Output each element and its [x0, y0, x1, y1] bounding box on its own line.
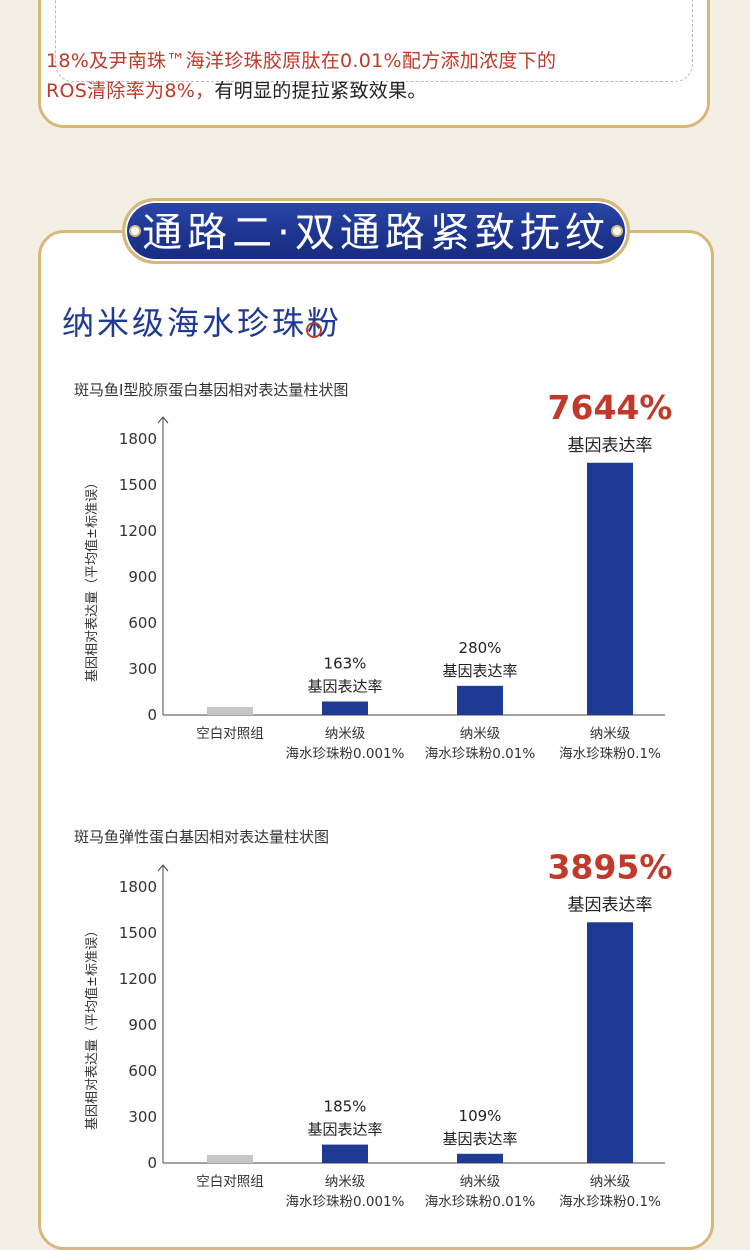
intro-card-dashed-border [55, 0, 693, 82]
chart-1-xtick-3-1: 海水珍珠粉0.1% [559, 746, 661, 762]
chart-2-xtick-3-0: 纳米级 [590, 1174, 631, 1190]
chart-2-xtick-1-0: 纳米级 [325, 1174, 366, 1190]
chart-2-annotation-label-2: 基因表达率 [442, 1130, 517, 1148]
chart-2-ytick-4: 1200 [119, 970, 157, 988]
banner-title: 通路二·双通路紧致抚纹 [142, 210, 610, 256]
chart-1-ytick-3: 900 [128, 568, 157, 586]
chart-1-annotation-label-3: 基因表达率 [568, 436, 653, 456]
chart-2: 基因相对表达量（平均值±标准误） 0 300 600 900 1200 1500 1800 空白… [60, 847, 700, 1228]
chart-2-ytick-1: 300 [128, 1108, 157, 1126]
chart-1-title: 斑马鱼I型胶原蛋白基因相对表达量柱状图 [74, 381, 349, 399]
chart-1-annotation-value-1: 163% [324, 655, 367, 673]
chart-2-xtick-1-1: 海水珍珠粉0.001% [286, 1194, 405, 1210]
chart-2-xtick-0-0: 空白对照组 [196, 1174, 264, 1190]
chart-1-bar-2 [457, 685, 503, 715]
chart-1-bar-3 [587, 462, 633, 715]
chart-2-bar-0 [207, 1155, 253, 1163]
chart-1-ytick-6: 1800 [119, 430, 157, 448]
chart-2-annotation-value-2: 109% [459, 1107, 502, 1125]
chart-2-xtick-2-0: 纳米级 [460, 1174, 501, 1190]
chart-2-ytick-6: 1800 [119, 878, 157, 896]
chart-2-annotation-value-3: 3895% [548, 847, 673, 886]
chart-1-ylabel: 基因相对表达量（平均值±标准误） [84, 476, 100, 682]
chart-2-title: 斑马鱼弹性蛋白基因相对表达量柱状图 [74, 828, 330, 846]
chart-1-bar-1 [322, 701, 368, 715]
chart-1-svg: 基因相对表达量（平均值±标准误） 0 300 600 900 1200 1500 1800 空白… [84, 388, 672, 762]
intro-line-2-rest: 有明显的提拉紧致效果。 [214, 80, 427, 102]
chart-2-ytick-0: 0 [147, 1154, 157, 1172]
banner-right-dot-icon [611, 225, 623, 237]
chart-1-ytick-5: 1500 [119, 476, 157, 494]
chart-1-xtick-2-0: 纳米级 [460, 726, 501, 742]
chart-1-xtick-2-1: 海水珍珠粉0.01% [425, 746, 536, 762]
chart-2-ytick-3: 900 [128, 1016, 157, 1034]
chart-2-bar-3 [587, 922, 633, 1163]
chart-2-ytick-2: 600 [128, 1062, 157, 1080]
chart-2-ylabel: 基因相对表达量（平均值±标准误） [84, 924, 100, 1130]
chart-1: 基因相对表达量（平均值±标准误） 0 300 600 900 1200 1500 1800 空白… [60, 388, 700, 780]
chart-2-bar-1 [322, 1144, 368, 1163]
chart-2-annotation-label-3: 基因表达率 [568, 895, 653, 915]
chart-1-bar-0 [207, 707, 253, 715]
intro-line-2: ROS清除率为8%，有明显的提拉紧致效果。 [46, 76, 646, 106]
intro-line-1: 18%及尹南珠™海洋珍珠胶原肽在0.01%配方添加浓度下的 [46, 50, 557, 72]
chart-2-y-arrow-icon [157, 864, 169, 872]
section-mark-icon [306, 322, 322, 338]
chart-1-ytick-2: 600 [128, 614, 157, 632]
chart-1-annotation-label-2: 基因表达率 [442, 662, 517, 680]
chart-1-ytick-1: 300 [128, 660, 157, 678]
chart-1-y-arrow-icon [157, 416, 169, 424]
intro-line-2-accent: ROS清除率为8%， [46, 80, 215, 102]
intro-card [38, 0, 710, 128]
chart-1-xtick-0-0: 空白对照组 [196, 726, 264, 742]
chart-1-ytick-4: 1200 [119, 522, 157, 540]
chart-2-xtick-3-1: 海水珍珠粉0.1% [559, 1194, 661, 1210]
chart-1-xtick-3-0: 纳米级 [590, 726, 631, 742]
chart-1-ytick-0: 0 [147, 706, 157, 724]
pathway-banner: 通路二·双通路紧致抚纹 [122, 198, 630, 264]
chart-1-xtick-1-1: 海水珍珠粉0.001% [286, 746, 405, 762]
section-title: 纳米级海水珍珠粉 [62, 304, 343, 342]
chart-2-ytick-5: 1500 [119, 924, 157, 942]
chart-2-svg: 基因相对表达量（平均值±标准误） 0 300 600 900 1200 1500 1800 空白… [84, 847, 673, 1210]
chart-2-bar-2 [457, 1153, 503, 1163]
chart-1-annotation-value-2: 280% [459, 639, 502, 657]
banner-left-dot-icon [129, 225, 141, 237]
chart-1-annotation-label-1: 基因表达率 [307, 678, 382, 696]
chart-2-xtick-2-1: 海水珍珠粉0.01% [425, 1194, 536, 1210]
chart-1-annotation-value-3: 7644% [548, 388, 673, 427]
intro-text: 18%及尹南珠™海洋珍珠胶原肽在0.01%配方添加浓度下的 ROS清除率为8%，… [46, 46, 646, 106]
chart-1-xtick-1-0: 纳米级 [325, 726, 366, 742]
chart-2-annotation-label-1: 基因表达率 [307, 1121, 382, 1139]
chart-2-annotation-value-1: 185% [324, 1098, 367, 1116]
